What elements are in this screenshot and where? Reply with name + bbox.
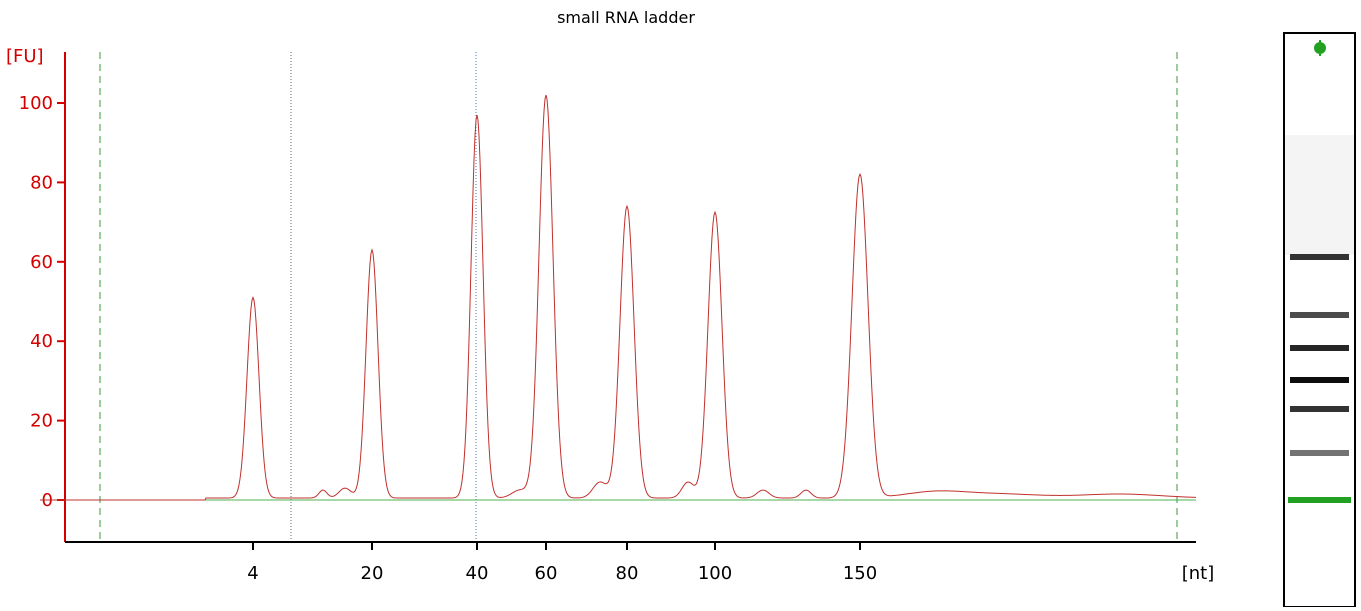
x-tick-label: 150	[843, 563, 877, 584]
electropherogram-trace	[40, 95, 1196, 500]
y-tick-label: 60	[30, 252, 53, 273]
gel-smear	[1285, 135, 1354, 255]
gel-band	[1290, 450, 1349, 456]
y-tick-label: 40	[30, 331, 53, 352]
x-tick-label: 100	[698, 563, 732, 584]
chart-title: small RNA ladder	[557, 8, 695, 27]
y-tick-label: 80	[30, 172, 53, 193]
y-axis-label: [FU]	[6, 46, 44, 67]
gel-marker-band	[1288, 497, 1351, 503]
x-tick-label: 4	[247, 563, 258, 584]
x-tick-label: 20	[361, 563, 384, 584]
x-axis-label: [nt]	[1182, 563, 1215, 584]
gel-band	[1290, 345, 1349, 351]
gel-band	[1290, 254, 1349, 260]
marker-lines	[100, 52, 1177, 542]
gel-band	[1290, 406, 1349, 412]
y-tick-label: 100	[19, 93, 53, 114]
gel-lane	[1284, 33, 1355, 607]
x-tick-label: 60	[535, 563, 558, 584]
gel-lane-frame	[1284, 33, 1355, 607]
gel-band	[1290, 312, 1349, 318]
y-tick-label: 20	[30, 411, 53, 432]
x-tick-label: 40	[466, 563, 489, 584]
gel-band	[1290, 377, 1349, 383]
x-tick-label: 80	[616, 563, 639, 584]
trace-layer	[40, 95, 1196, 500]
